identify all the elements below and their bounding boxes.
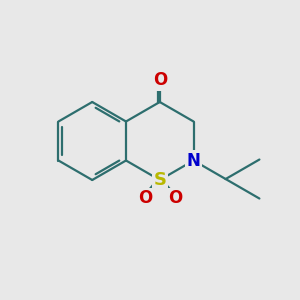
Text: O: O: [168, 189, 182, 207]
Text: S: S: [153, 171, 166, 189]
Text: O: O: [153, 71, 167, 89]
Text: N: N: [187, 152, 200, 169]
Text: O: O: [138, 189, 152, 207]
